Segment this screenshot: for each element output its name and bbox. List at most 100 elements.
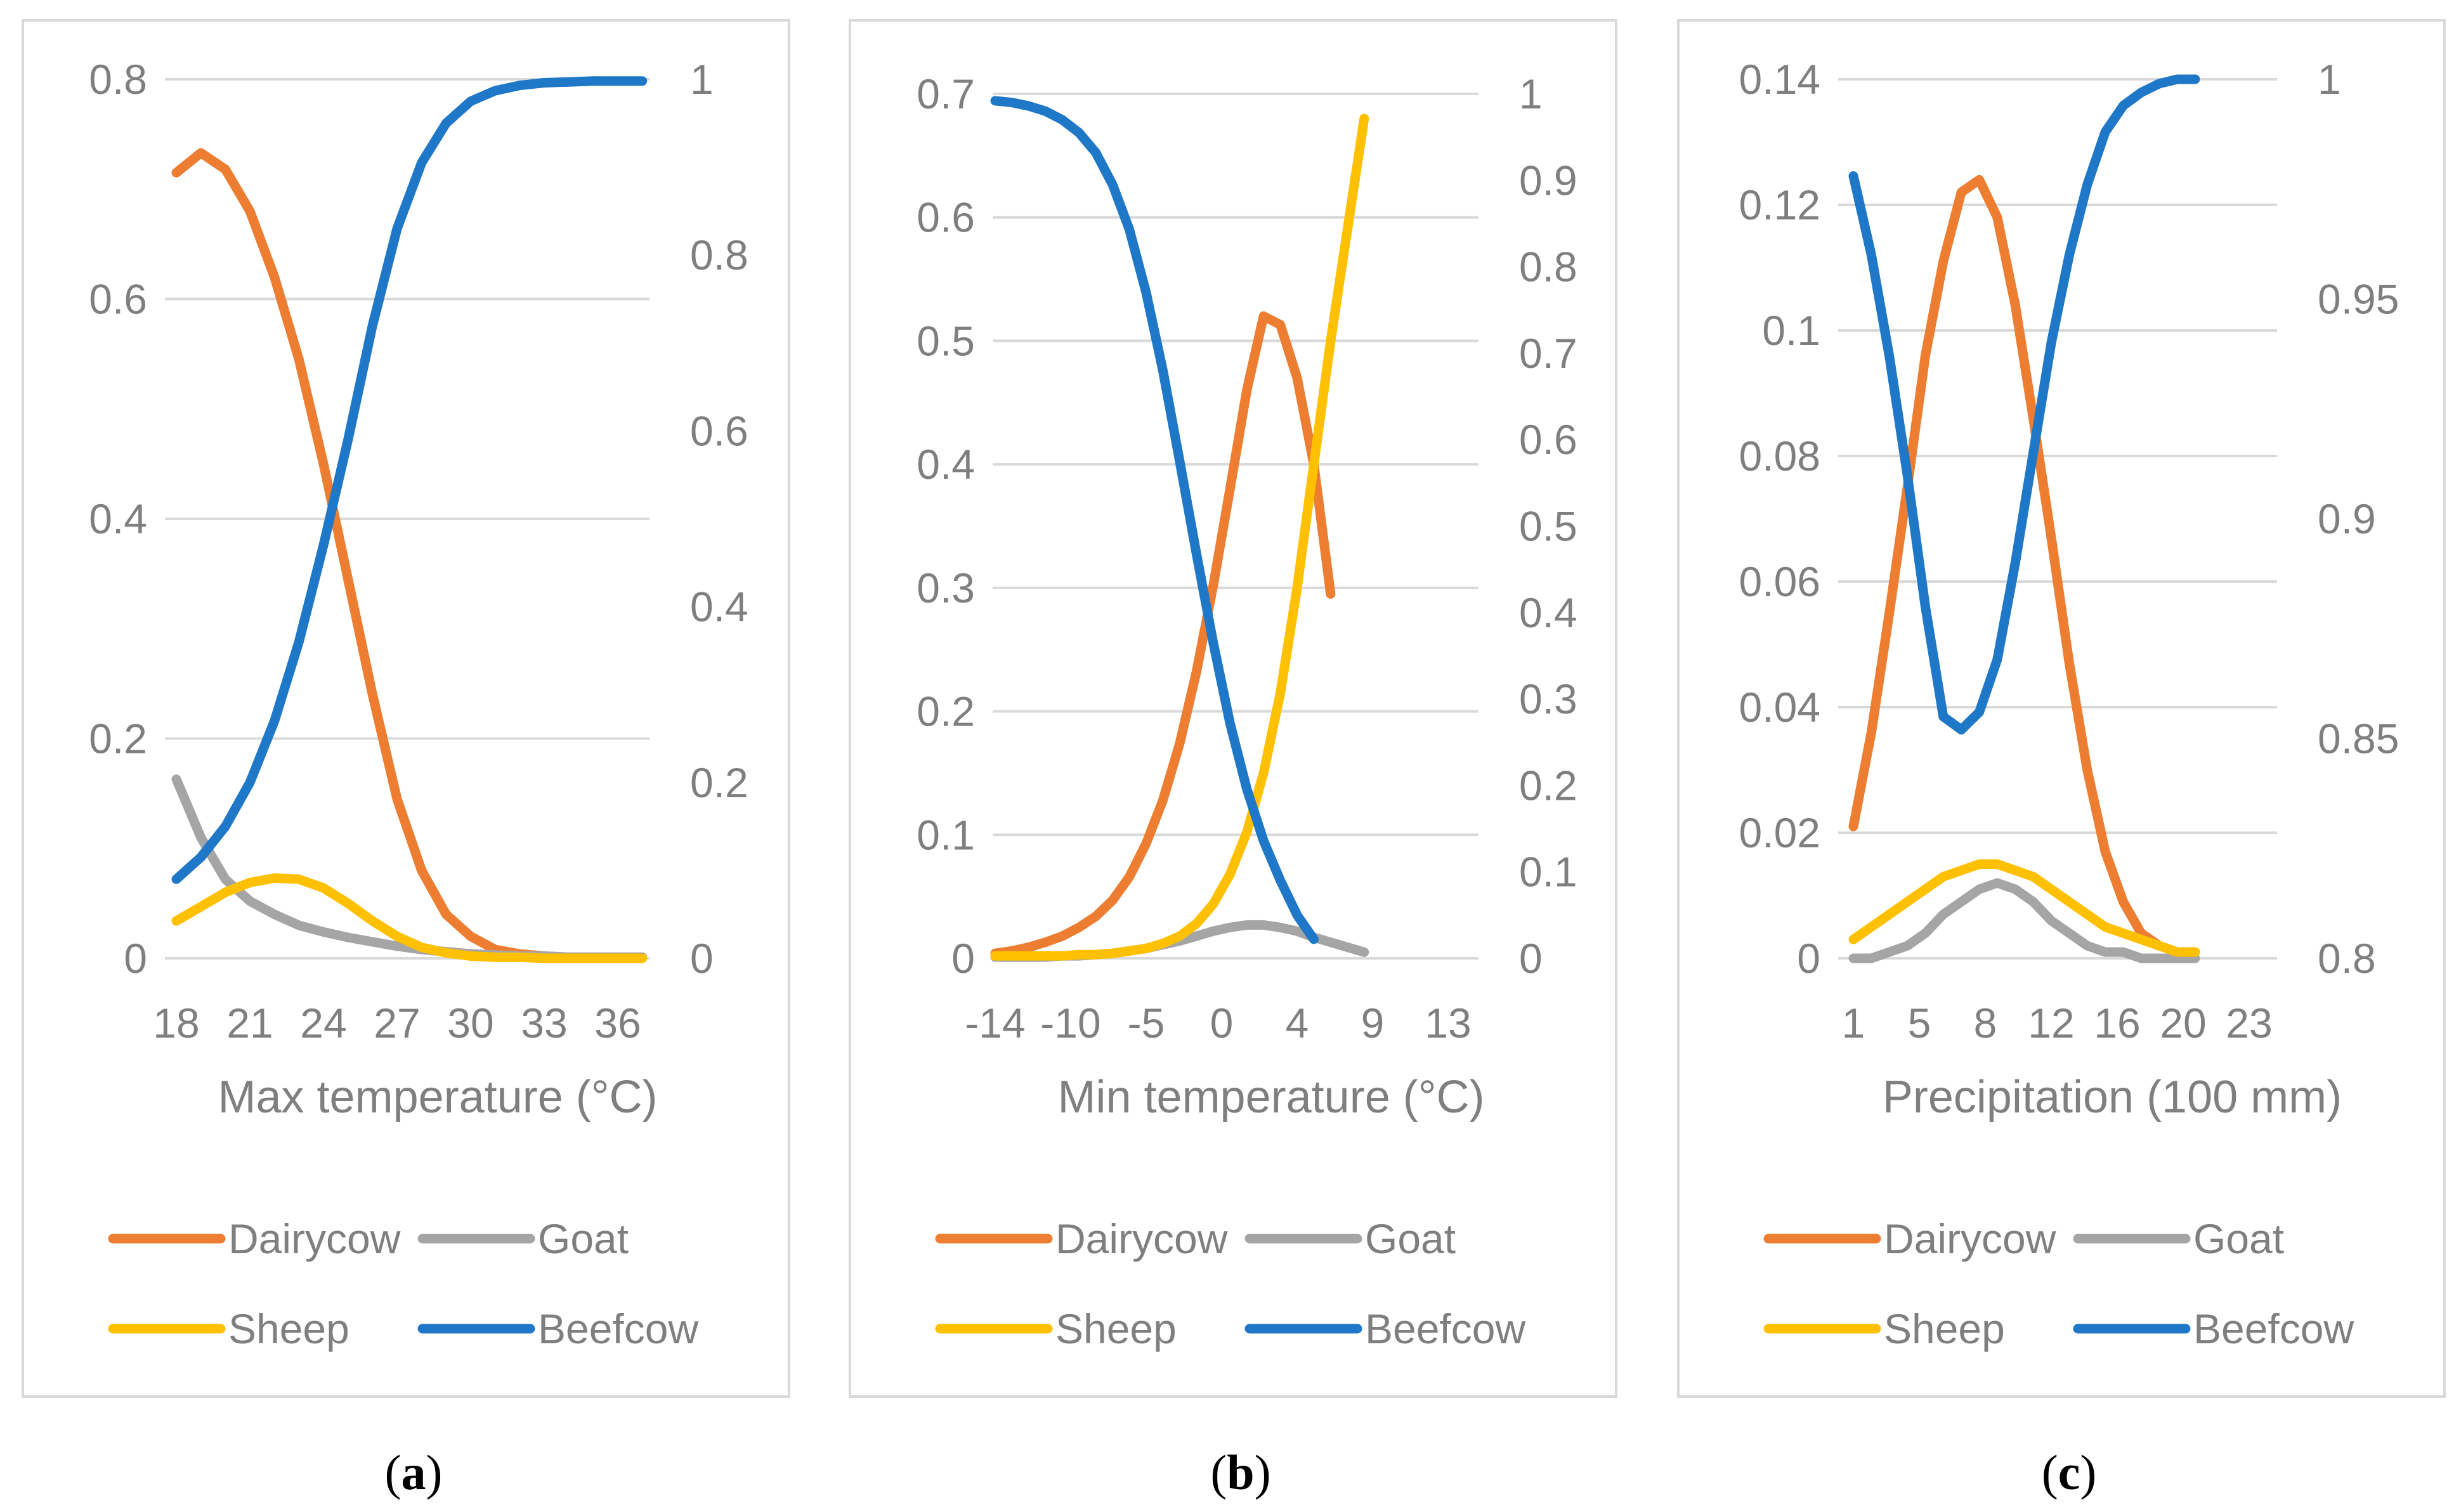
y2-tick-label: 0.1	[1519, 849, 1577, 896]
y2-tick-label: 0.5	[1519, 503, 1577, 550]
legend-item-beefcow: Beefcow	[2073, 1305, 2354, 1352]
x-axis-title: Precipitation (100 mm)	[1883, 1072, 2342, 1123]
series-line-goat	[1848, 878, 2200, 963]
y2-tick-label: 0	[690, 935, 714, 982]
x-tick-label: 36	[594, 1000, 641, 1046]
legend: Dairycow Goat Sheep Beefcow	[108, 1215, 698, 1352]
legend-item-beefcow: Beefcow	[1244, 1305, 1525, 1352]
x-tick-label: 4	[1286, 1000, 1309, 1046]
y2-tick-label: 1	[2318, 56, 2341, 103]
x-tick-label: 18	[153, 1000, 199, 1046]
y-tick-label: 0.8	[89, 56, 147, 103]
x-tick-label: 23	[2226, 1000, 2272, 1046]
legend-item-sheep: Sheep	[108, 1305, 349, 1352]
y-tick-label: 0.1	[917, 811, 975, 858]
y-tick-label: 0.02	[1739, 809, 1820, 856]
y-tick-label: 0.08	[1739, 433, 1820, 479]
legend-label: Sheep	[228, 1305, 349, 1352]
legend-label: Sheep	[1055, 1305, 1177, 1352]
y-tick-label: 0.1	[1762, 307, 1820, 354]
legend-label: Dairycow	[228, 1215, 401, 1262]
x-tick-label: 13	[1425, 1000, 1471, 1046]
legend-item-goat: Goat	[417, 1215, 629, 1262]
legend-label: Goat	[1365, 1215, 1456, 1262]
y-tick-label: 0.5	[917, 317, 975, 364]
x-tick-label: 8	[1974, 1000, 1997, 1046]
y-tick-label: 0	[124, 935, 147, 982]
x-tick-label: -14	[965, 1000, 1025, 1046]
legend-label: Sheep	[1884, 1305, 2005, 1352]
y-tick-label: 0.6	[89, 276, 147, 323]
panel-frame	[22, 19, 790, 1398]
chart-panel-b: 0 0.1 0.2 0.3 0.4 0.5 0.6 0.7 0 0.1 0.2 0.3 0.4 0.5 0.…	[849, 19, 1617, 1500]
y-tick-label: 0.2	[917, 688, 975, 735]
y-tick-label: 0.4	[917, 441, 975, 488]
legend-item-beefcow: Beefcow	[417, 1305, 698, 1352]
series-line-sheep	[1848, 859, 2200, 957]
x-axis-title: Min temperature (°C)	[1058, 1072, 1485, 1123]
y-tick-label: 0.06	[1739, 558, 1820, 605]
series-line-dairycow	[990, 311, 1336, 958]
x-tick-label: 27	[374, 1000, 420, 1046]
y2-tick-label: 0.6	[1519, 416, 1577, 463]
x-tick-label: 33	[521, 1000, 567, 1046]
y2-tick-label: 0.85	[2318, 715, 2399, 762]
series-line-sheep	[990, 114, 1369, 961]
y2-tick-label: 0.6	[690, 407, 748, 454]
series-line-beefcow	[171, 76, 648, 884]
x-tick-label: 9	[1361, 1000, 1385, 1046]
x-tick-label: 24	[300, 1000, 346, 1046]
panel-frame	[849, 19, 1617, 1398]
y2-tick-label: 1	[1519, 70, 1543, 117]
y-tick-label: 0.12	[1739, 181, 1820, 228]
y-tick-label: 0	[1797, 935, 1820, 982]
y2-tick-label: 0.8	[1519, 244, 1577, 290]
legend-item-goat: Goat	[1244, 1215, 1456, 1262]
y2-tick-label: 0.95	[2318, 276, 2399, 323]
x-tick-label: 21	[226, 1000, 273, 1046]
legend: Dairycow Goat Sheep Beefcow	[935, 1215, 1525, 1352]
legend-item-dairycow: Dairycow	[108, 1215, 401, 1262]
gridlines	[1838, 78, 2277, 960]
legend-label: Beefcow	[1365, 1305, 1525, 1352]
y2-tick-label: 0.9	[1519, 157, 1577, 204]
legend-item-goat: Goat	[2073, 1215, 2284, 1262]
legend-label: Beefcow	[2193, 1305, 2354, 1352]
legend: Dairycow Goat Sheep Beefcow	[1763, 1215, 2354, 1352]
x-tick-label: 20	[2160, 1000, 2206, 1046]
y-tick-label: 0.04	[1739, 684, 1820, 731]
legend-item-sheep: Sheep	[935, 1305, 1177, 1352]
legend-item-sheep: Sheep	[1763, 1305, 2005, 1352]
y-tick-label: 0.4	[89, 495, 147, 542]
panel-caption: (c)	[2042, 1445, 2097, 1500]
y2-tick-label: 0.2	[690, 759, 748, 806]
y2-tick-label: 0.8	[690, 231, 748, 278]
x-tick-label: -5	[1128, 1000, 1165, 1046]
panel-caption-letter: a	[401, 1445, 426, 1500]
panel-caption: (b)	[1210, 1445, 1270, 1500]
y-tick-label: 0.14	[1739, 56, 1820, 103]
x-tick-label: 12	[2028, 1000, 2074, 1046]
y2-tick-label: 1	[690, 56, 714, 103]
panel-caption-letter: c	[2058, 1445, 2080, 1500]
x-tick-label: -10	[1040, 1000, 1100, 1046]
y2-tick-label: 0	[1519, 935, 1543, 982]
legend-label: Dairycow	[1884, 1215, 2056, 1262]
y-tick-label: 0.6	[917, 194, 975, 241]
y2-tick-label: 0.2	[1519, 762, 1577, 809]
panel-caption-letter: b	[1227, 1445, 1254, 1500]
series-line-beefcow	[990, 96, 1319, 944]
series-line-beefcow	[1848, 74, 2200, 735]
y2-tick-label: 0.3	[1519, 675, 1577, 722]
legend-label: Beefcow	[538, 1305, 698, 1352]
x-tick-label: 30	[447, 1000, 493, 1046]
legend-label: Goat	[538, 1215, 629, 1262]
series-line-sheep	[171, 873, 648, 963]
legend-label: Dairycow	[1055, 1215, 1228, 1262]
y-tick-label: 0	[951, 935, 975, 982]
legend-label: Goat	[2193, 1215, 2284, 1262]
legend-item-dairycow: Dairycow	[1763, 1215, 2056, 1262]
x-tick-label: 5	[1908, 1000, 1931, 1046]
chart-panel-a: 0 0.2 0.4 0.6 0.8 0 0.2 0.4 0.6 0.8 1 18 21 24 27 30 33 3…	[22, 19, 790, 1500]
y2-tick-label: 0.4	[690, 583, 748, 630]
